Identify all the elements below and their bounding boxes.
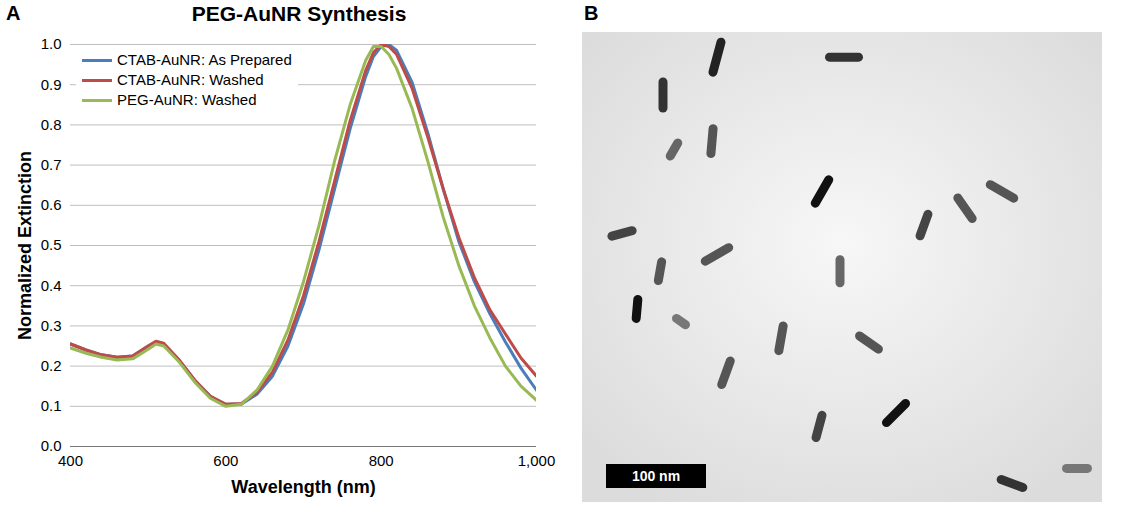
svg-text:400: 400 (58, 452, 83, 469)
svg-text:0.1: 0.1 (41, 397, 62, 414)
svg-text:600: 600 (213, 452, 238, 469)
svg-text:1.0: 1.0 (41, 35, 62, 52)
html-text:B: B (584, 2, 599, 24)
html-text:PEG-AuNR: Washed: PEG-AuNR: Washed (117, 91, 257, 108)
svg-text:800: 800 (369, 452, 394, 469)
svg-text:0.8: 0.8 (41, 116, 62, 133)
svg-text:100 nm: 100 nm (632, 468, 680, 484)
html-text:CTAB-AuNR: As Prepared: CTAB-AuNR: As Prepared (117, 51, 292, 68)
svg-text:0.2: 0.2 (41, 357, 62, 374)
html-text:PEG-AuNR Synthesis: PEG-AuNR Synthesis (191, 2, 407, 25)
svg-text:Wavelength (nm): Wavelength (nm) (231, 477, 375, 497)
svg-text:0.6: 0.6 (41, 196, 62, 213)
html-text:CTAB-AuNR: Washed: CTAB-AuNR: Washed (117, 71, 264, 88)
svg-text:0.5: 0.5 (41, 236, 62, 253)
svg-text:Normalized Extinction: Normalized Extinction (15, 151, 35, 340)
svg-text:1,000: 1,000 (518, 452, 556, 469)
svg-text:0.9: 0.9 (41, 76, 62, 93)
svg-text:0.3: 0.3 (41, 317, 62, 334)
html-text:A: A (6, 2, 21, 24)
svg-text:0.0: 0.0 (40, 437, 62, 455)
svg-text:0.4: 0.4 (41, 277, 62, 294)
svg-text:0.7: 0.7 (41, 156, 62, 173)
